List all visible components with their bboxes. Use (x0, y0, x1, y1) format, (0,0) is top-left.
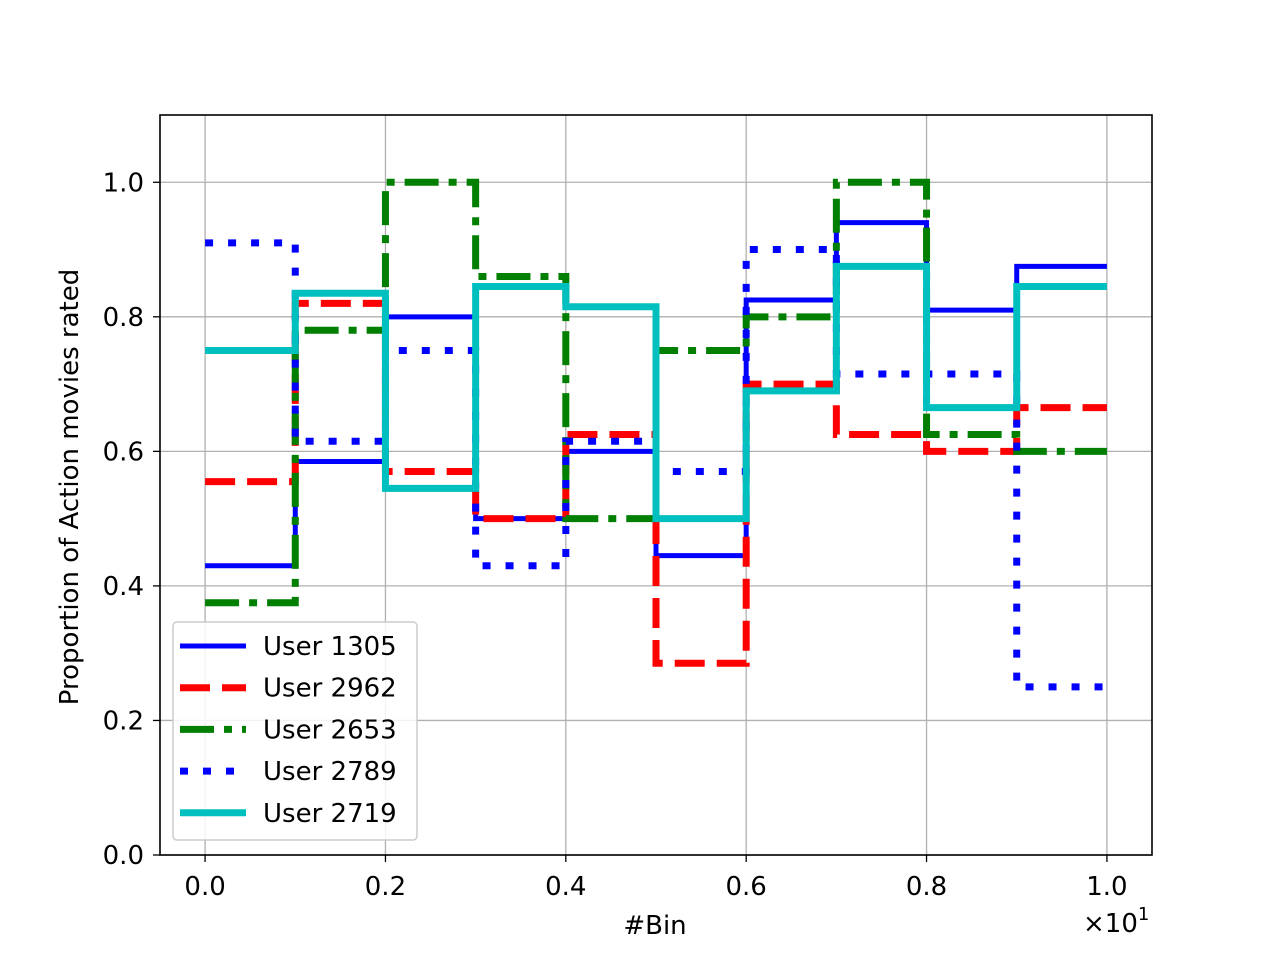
legend-label: User 2789 (263, 757, 397, 787)
legend-box (172, 621, 418, 841)
legend-label: User 1305 (263, 632, 397, 662)
legend-label: User 2653 (263, 715, 397, 745)
x-tick-label: 0.8 (906, 872, 947, 902)
y-axis-label: Proportion of Action movies rated (55, 269, 85, 705)
series-line (205, 262, 1107, 523)
x-axis-label: #Bin (623, 911, 686, 941)
y-tick-label: 0.6 (103, 437, 144, 467)
y-tick-label: 0.4 (103, 572, 144, 602)
series-group (205, 178, 1107, 691)
axis-ticks: 0.0 0.2 0.4 0.6 0.8 1.0 0.0 0.2 0.4 0.6 0.8 1.0 (103, 168, 1128, 902)
x-tick-label: 0.0 (184, 872, 225, 902)
plot-frame (159, 114, 1153, 856)
y-tick-label: 1.0 (103, 168, 144, 198)
legend-label: User 2719 (263, 799, 397, 829)
x-offset-exponent: 1 (1138, 904, 1149, 925)
x-offset-base: ×10 (1083, 909, 1138, 939)
x-offset-label: ×101 (1083, 904, 1149, 939)
legend-label: User 2962 (263, 674, 397, 704)
x-tick-label: 1.0 (1086, 872, 1127, 902)
y-tick-label: 0.2 (103, 706, 144, 736)
y-tick-label: 0.8 (103, 303, 144, 333)
x-tick-label: 0.2 (365, 872, 406, 902)
legend: User 1305 User 2962 User 2653 User 2789 User… (172, 621, 418, 841)
x-tick-label: 0.4 (545, 872, 586, 902)
x-tick-label: 0.6 (726, 872, 767, 902)
y-tick-label: 0.0 (103, 841, 144, 871)
